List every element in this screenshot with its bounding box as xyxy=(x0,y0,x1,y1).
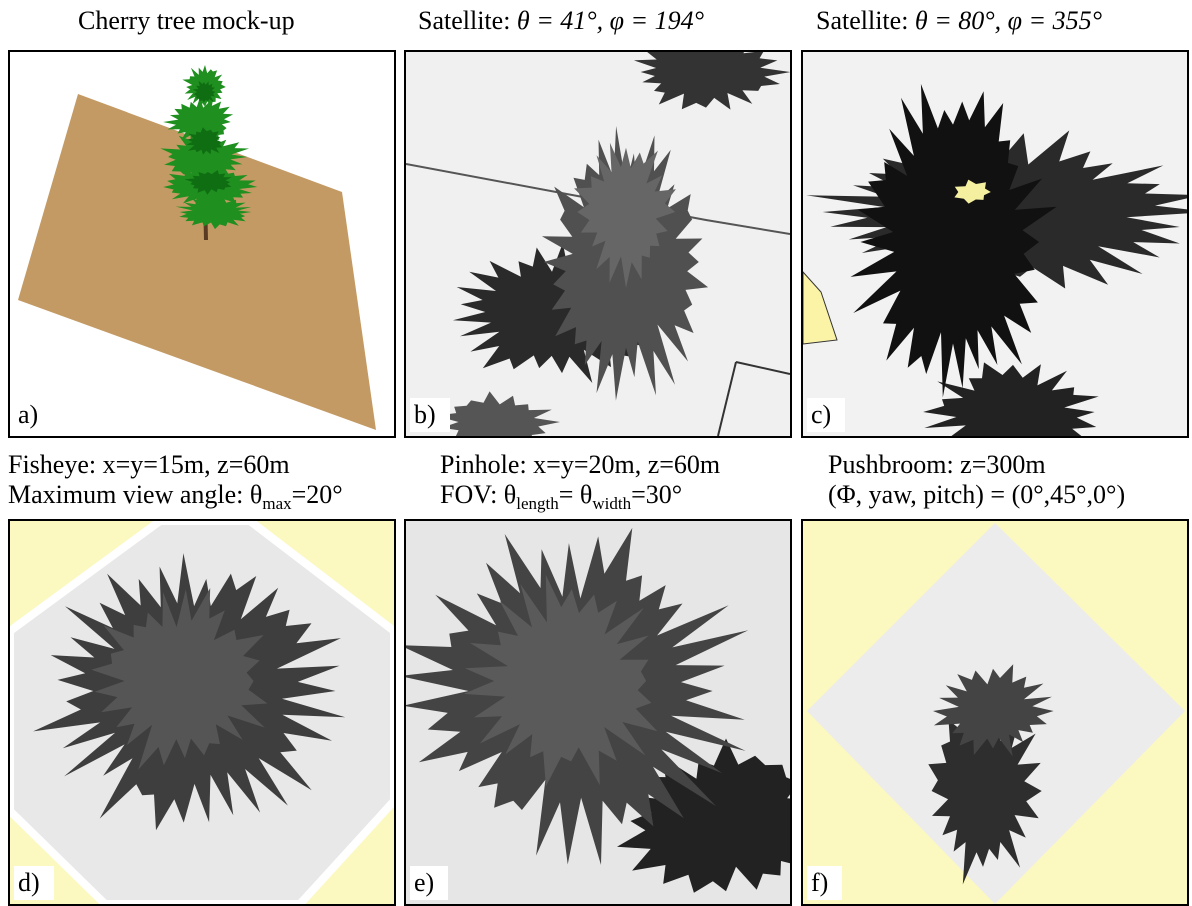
panel-b: b) xyxy=(404,50,792,438)
title-text: Maximum view angle: θ xyxy=(8,480,263,509)
title-math: θ = 80°, φ = 355° xyxy=(914,6,1102,35)
shadow xyxy=(928,692,1042,885)
shadow xyxy=(923,362,1099,436)
image xyxy=(18,65,376,430)
image xyxy=(406,52,790,436)
foliage xyxy=(463,574,658,787)
foliage xyxy=(175,195,252,230)
panel-label: a) xyxy=(14,398,53,432)
title-text: FOV: θ xyxy=(440,480,517,509)
foliage xyxy=(192,80,216,103)
image xyxy=(803,83,1187,436)
panel-title: Satellite: θ = 41°, φ = 194° xyxy=(418,6,704,36)
panel-label: c) xyxy=(807,398,846,432)
panel-a: a) xyxy=(8,50,396,438)
panel-title: Pinhole: x=y=20m, z=60m FOV: θlength= θwi… xyxy=(440,450,721,513)
road-edge xyxy=(735,361,790,375)
title-text: =30° xyxy=(631,480,683,509)
foliage xyxy=(184,170,232,195)
title-text: = θ xyxy=(558,480,593,509)
panel-title: Satellite: θ = 80°, φ = 355° xyxy=(816,6,1102,36)
foliage xyxy=(186,127,223,155)
panel-label: b) xyxy=(410,398,450,432)
image xyxy=(807,523,1185,904)
title-sub: max xyxy=(262,494,292,513)
highlight xyxy=(954,179,991,204)
title-sub: length xyxy=(516,494,559,513)
panel-title: Fisheye: x=y=15m, z=60m Maximum view angl… xyxy=(8,450,343,513)
title-text: Pinhole: x=y=20m, z=60m xyxy=(440,450,721,479)
foliage xyxy=(933,664,1054,757)
foliage xyxy=(160,132,250,182)
panel-c: c) xyxy=(801,50,1189,438)
title-sub: width xyxy=(592,494,632,513)
title-text: (Φ, yaw, pitch) = (0°,45°,0°) xyxy=(828,480,1126,509)
panel-title: Cherry tree mock-up xyxy=(78,6,295,36)
image xyxy=(406,527,790,893)
foliage xyxy=(850,83,1057,398)
ground xyxy=(18,94,376,430)
shadow xyxy=(633,52,790,110)
panel-f: f) xyxy=(801,519,1189,906)
title-text: =20° xyxy=(291,480,343,509)
panel-label: e) xyxy=(410,866,449,900)
title-math: θ = 41°, φ = 194° xyxy=(516,6,704,35)
road-edge xyxy=(406,163,790,235)
title-text: Cherry tree mock-up xyxy=(78,6,295,35)
panel-d: d) xyxy=(8,519,396,906)
panel-e: e) xyxy=(404,519,792,906)
panel-title: Pushbroom: z=300m (Φ, yaw, pitch) = (0°,4… xyxy=(828,450,1125,510)
title-text: Pushbroom: z=300m xyxy=(828,450,1046,479)
road-edge xyxy=(717,361,737,436)
panel-label: d) xyxy=(14,866,54,900)
panel-label: f) xyxy=(807,866,843,900)
roof xyxy=(803,271,838,345)
image xyxy=(10,521,394,904)
foliage xyxy=(435,391,560,436)
tree xyxy=(160,65,258,241)
foliage xyxy=(574,142,676,288)
title-text: Satellite: xyxy=(816,6,915,35)
title-text: Fisheye: x=y=15m, z=60m xyxy=(8,450,290,479)
foliage xyxy=(91,588,268,770)
title-text: Satellite: xyxy=(418,6,517,35)
